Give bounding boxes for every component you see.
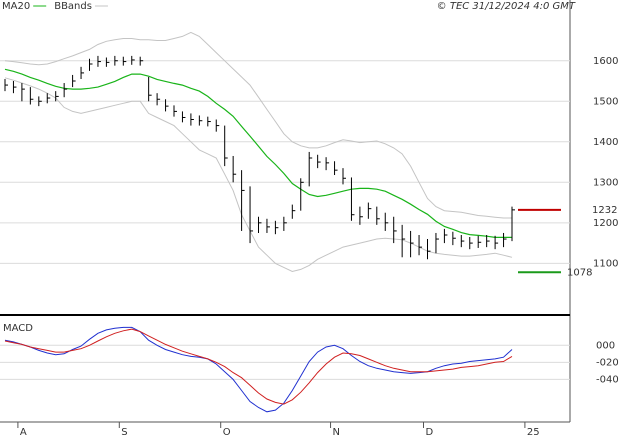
x-tick-label: D (426, 427, 434, 438)
credit: © TEC 31/12/2024 4:0 GMT (437, 1, 576, 12)
y-tick-label: 1500 (593, 96, 618, 107)
y-tick-label: 1100 (593, 258, 618, 269)
legend-label: BBands (54, 1, 92, 12)
y-tick-label: 000 (596, 340, 615, 351)
y-tick-label: 1600 (593, 56, 618, 67)
y-tick-label: 1300 (593, 177, 618, 188)
x-tick-label: S (121, 427, 127, 438)
x-tick-label: O (223, 427, 231, 438)
macd-title: MACD (3, 323, 33, 334)
level-label: 1078 (567, 267, 592, 278)
level-label: 1232 (592, 205, 617, 216)
bband-line (4, 31, 512, 219)
x-tick-label: A (20, 427, 27, 438)
y-tick-label: -020 (596, 357, 619, 368)
macd-line (4, 328, 513, 405)
y-tick-label: -040 (596, 374, 619, 385)
y-tick-label: 1400 (593, 137, 618, 148)
x-tick-label: N (333, 427, 340, 438)
x-tick-label: 25 (527, 427, 540, 438)
y-tick-label: 1200 (593, 218, 618, 229)
ma20-line (4, 68, 512, 238)
legend-label: MA20 (2, 1, 30, 12)
